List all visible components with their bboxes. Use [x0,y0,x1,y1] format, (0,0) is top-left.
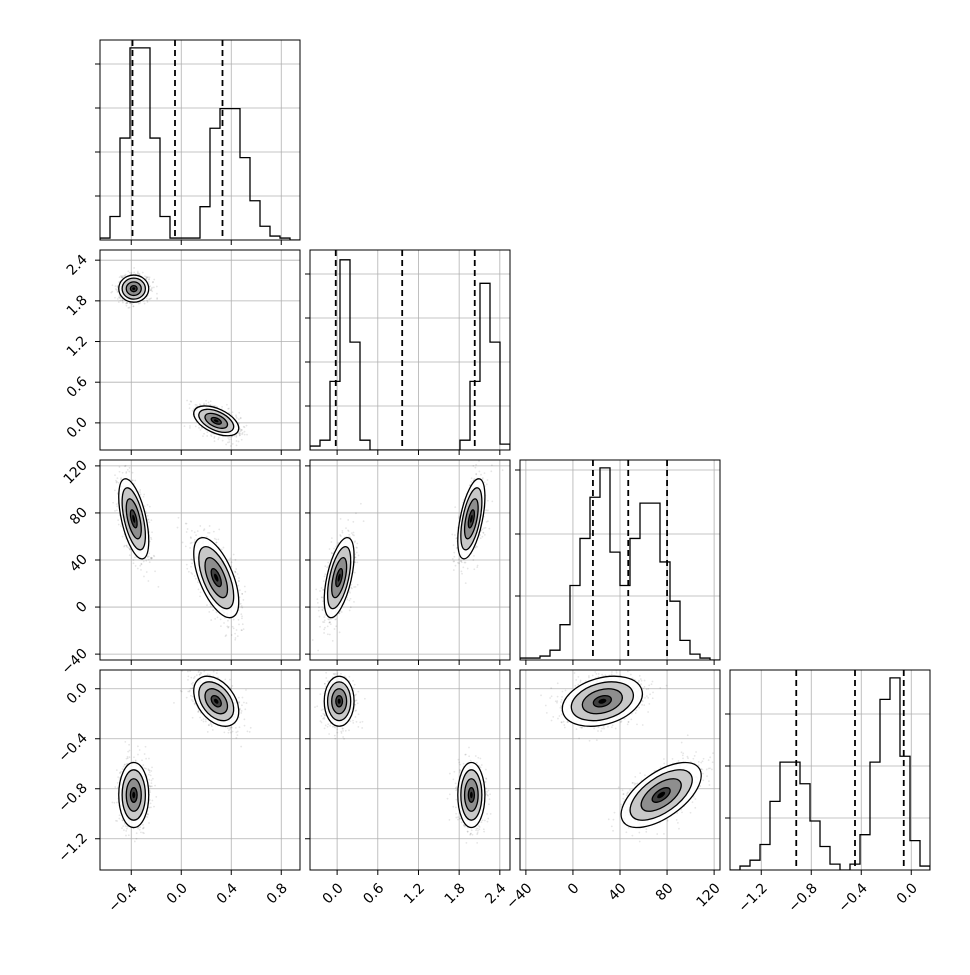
x-tick-label: 120 [694,880,724,910]
y-tick-label: 1.8 [64,292,91,319]
x-tick-label: −0.4 [836,880,871,915]
y-tick-label: −0.8 [55,780,90,815]
histogram-0 [100,48,300,240]
x-tick-label: 0.0 [164,880,191,907]
y-tick-label: −40 [59,646,91,678]
x-tick-label: 0 [565,880,583,898]
y-tick-label: 0.0 [64,680,91,707]
x-tick-label: 80 [653,880,677,904]
y-tick-label: 0.6 [64,374,91,401]
panel-2-0: −40 0 40 80 120 [59,451,300,678]
x-tick-label: 0.0 [320,880,347,907]
y-tick-label: −1.2 [55,830,90,865]
x-tick-label: −0.4 [106,880,141,915]
contour-level [470,792,473,799]
y-tick-label: 120 [61,457,91,487]
contour-level [338,699,341,704]
histogram-1 [310,260,510,450]
x-tick-label: −40 [503,880,535,912]
panel-1-1 [305,250,510,455]
x-tick-label: 0.8 [264,880,291,907]
panel-0-0 [95,40,300,245]
y-tick-label: 0 [73,599,91,617]
panel-3-0: −0.4 0.0 0.4 0.8 −1.2 −0.8 −0.4 0.0 [55,661,300,916]
contour-level [132,792,135,799]
y-tick-label: 2.4 [64,252,91,279]
y-tick-label: −0.4 [55,730,90,765]
panel-1-0: 0.0 0.6 1.2 1.8 2.4 [64,250,300,455]
x-tick-label: 40 [606,880,630,904]
y-tick-label: 0.0 [64,414,91,441]
y-tick-label: 1.2 [64,333,91,360]
x-tick-label: −0.8 [786,880,821,915]
x-tick-label: 1.2 [401,880,428,907]
y-tick-label: 80 [67,504,91,528]
contour-level [132,287,135,290]
panel-3-3: −1.2 −0.8 −0.4 0.0 [725,670,930,916]
histogram-3 [730,678,930,870]
x-tick-label: −1.2 [736,880,771,915]
y-tick-label: 40 [67,552,91,576]
panel-2-1 [305,458,510,665]
panel-2-2 [515,460,720,665]
panel-3-2: −40 0 40 80 120 [503,655,723,912]
x-tick-label: 0.0 [894,880,921,907]
x-tick-label: 1.8 [442,880,469,907]
x-tick-label: 0.4 [214,880,241,907]
x-tick-label: 0.6 [360,880,387,907]
